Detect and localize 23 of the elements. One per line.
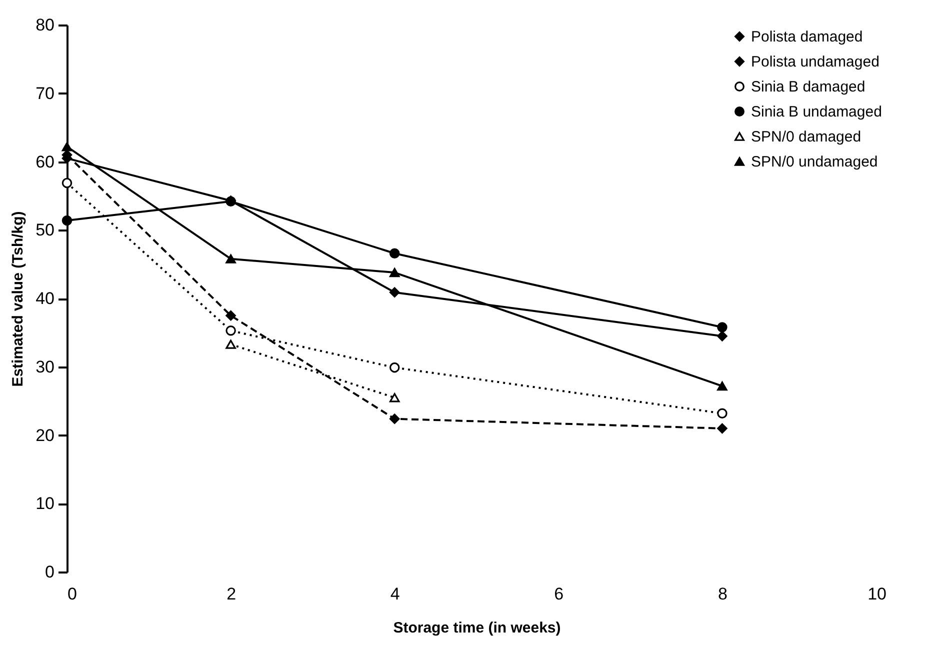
y-tick-label: 20 <box>36 426 54 445</box>
x-tick-label: 8 <box>718 584 728 604</box>
legend-label: SPN/0 undamaged <box>751 154 878 170</box>
x-tick-label: 0 <box>68 584 77 604</box>
x-axis-title: Storage time (in weeks) <box>393 620 561 636</box>
y-tick-label: 0 <box>45 562 54 582</box>
legend-label: Sinia B damaged <box>751 78 866 96</box>
y-tick-label: 60 <box>36 152 54 172</box>
y-tick-label: 10 <box>36 494 54 514</box>
x-tick-label: 10 <box>868 584 886 604</box>
y-tick-label: 80 <box>36 16 54 34</box>
legend-label: Polista undamaged <box>751 54 880 70</box>
legend-label: Sinia B undamaged <box>751 104 882 120</box>
x-tick-label: 6 <box>554 584 564 604</box>
y-tick-label: 40 <box>36 289 54 308</box>
y-tick-label: 70 <box>36 84 54 103</box>
y-tick-label: 30 <box>36 357 54 376</box>
legend-label: SPN/0 damaged <box>751 128 862 146</box>
y-tick-label: 50 <box>36 220 54 240</box>
x-tick-label: 4 <box>390 584 400 604</box>
y-axis-title: Estimated value (Tsh/kg) <box>10 211 27 387</box>
x-tick-label: 2 <box>226 584 236 604</box>
legend-label: Polista damaged <box>751 28 863 46</box>
